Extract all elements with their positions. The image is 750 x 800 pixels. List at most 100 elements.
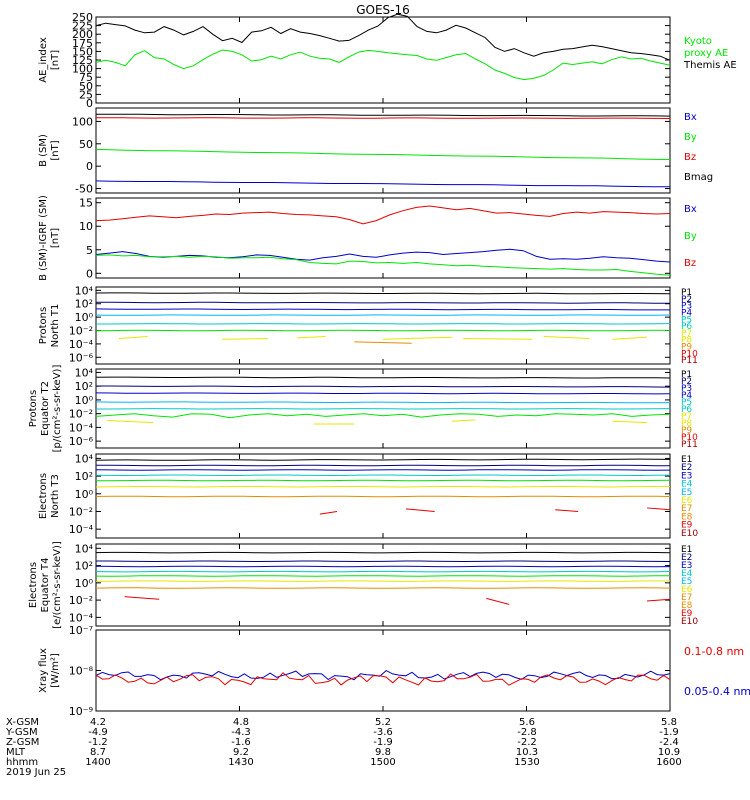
y-tick-label: 100 (72, 115, 93, 128)
x-row-value: 1500 (370, 757, 395, 768)
series-segment (107, 420, 154, 424)
legend-entry: E8 (681, 601, 693, 611)
x-row-value: 9.8 (375, 747, 391, 758)
legend-entry: P3 (681, 302, 692, 312)
y-tick-label: 0 (86, 267, 93, 280)
x-row-label: X-GSM (6, 717, 39, 728)
x-row-value: -2.8 (517, 727, 537, 738)
y-tick-label: 10⁻⁶ (69, 435, 94, 448)
y-tick-label: 10⁴ (75, 542, 94, 555)
series-segment (612, 420, 648, 424)
series-line (95, 49, 671, 81)
legend-entry: P2 (681, 377, 692, 387)
y-tick-label: 10⁻² (69, 408, 93, 421)
y-tick-label: -50 (75, 183, 93, 196)
series-segment (451, 419, 475, 422)
series-line (95, 113, 671, 117)
y-tick-label: 10⁴ (75, 284, 94, 297)
series-line (95, 565, 671, 568)
x-row-value: 1600 (656, 757, 681, 768)
y-axis-label: North T1 (50, 304, 61, 348)
y-axis-label: Protons (28, 390, 39, 427)
y-axis-label: [p/(cm²-s-sr-keV)] (52, 365, 63, 453)
series-line (95, 486, 670, 488)
series-line (95, 248, 671, 263)
y-tick-label: 0 (86, 97, 93, 110)
panel-ee: 10⁴ 10² 10⁰ 10⁻² 10⁻⁴ Electrons Equator T4 [e/(… (28, 541, 698, 629)
x-row-value: -2.4 (659, 737, 679, 748)
series-segment (222, 338, 269, 340)
legend-entry: P6 (681, 322, 692, 332)
legend-entry: E5 (681, 488, 692, 498)
series-line (95, 551, 671, 554)
y-axis-label: North T3 (50, 474, 61, 518)
legend-entry: E7 (681, 504, 692, 514)
panel-frame (95, 453, 671, 539)
series-line (95, 587, 671, 589)
x-row-label: MLT (6, 747, 26, 758)
legend-entry: P4 (681, 391, 692, 401)
series-line (95, 575, 671, 577)
y-axis-label: Xray flux (38, 648, 49, 693)
legend-entry: P1 (681, 288, 692, 298)
series-line (95, 670, 671, 681)
y-tick-label: 10⁻⁴ (69, 523, 94, 536)
legend-entry: E10 (681, 617, 698, 627)
series-line (95, 401, 671, 404)
y-tick-label: 10⁻⁴ (69, 338, 94, 351)
y-tick-label: 10 (79, 220, 93, 233)
x-row-value: -4.3 (231, 727, 251, 738)
legend-entry: E7 (681, 593, 692, 603)
x-row-value: 8.7 (90, 747, 106, 758)
y-tick-label: 10⁻² (69, 594, 93, 607)
series-line (96, 117, 671, 119)
legend-entry: P7 (681, 412, 692, 422)
y-tick-label: 10⁻⁷ (69, 624, 93, 637)
series-line (96, 385, 671, 388)
legend-entry: P1 (681, 370, 692, 380)
x-row-value: -1.9 (373, 737, 393, 748)
y-axis-label: Protons (38, 307, 49, 344)
x-row-value: 1530 (514, 757, 539, 768)
series-line (95, 469, 671, 471)
y-axis-label: AE_index (38, 37, 49, 83)
legend-entry: E3 (681, 471, 692, 481)
series-line (95, 672, 671, 686)
legend-entry: By (684, 231, 697, 242)
series-segment (354, 341, 412, 344)
series-line (95, 413, 671, 419)
series-segment (118, 336, 148, 340)
panel-bsm: -50 0 50 100 B (SM) [nT] Bx By Bz Bmag (38, 107, 713, 196)
series-line (95, 458, 671, 461)
x-axis-table: X-GSM 4.2 4.8 5.2 5.6 5.8 Y-GSM -4.9 -4.3 -3.6 -2.… (5, 717, 682, 778)
legend-entry: P4 (681, 308, 692, 318)
y-tick-label: 150 (72, 45, 93, 58)
y-tick-label: 10⁻⁶ (69, 351, 94, 364)
y-axis-label: B (SM) (38, 134, 49, 167)
legend-entry: E9 (681, 521, 693, 531)
legend-entry: P5 (681, 398, 692, 408)
x-row-label: Y-GSM (5, 727, 38, 738)
legend-entry: P5 (681, 315, 692, 325)
legend-entry: P6 (681, 405, 692, 415)
y-tick-label: 50 (79, 80, 93, 93)
y-tick-label: 10⁻² (69, 325, 93, 338)
y-tick-label: 10⁻⁹ (69, 705, 93, 718)
series-segment (124, 596, 160, 600)
x-row-value: -3.6 (373, 727, 393, 738)
legend-entry: E6 (681, 585, 693, 595)
legend-entry: P10 (681, 433, 698, 443)
legend-entry: E4 (681, 480, 693, 490)
y-tick-label: 10⁴ (75, 452, 94, 465)
series-segment (612, 336, 648, 340)
y-tick-label: 10⁻⁸ (69, 665, 94, 678)
series-segment (319, 510, 338, 515)
y-tick-label: 15 (79, 197, 93, 210)
series-segment (405, 508, 435, 512)
y-tick-label: 10² (75, 560, 93, 573)
legend-entry: E4 (681, 569, 693, 579)
y-tick-label: 100 (72, 63, 93, 76)
